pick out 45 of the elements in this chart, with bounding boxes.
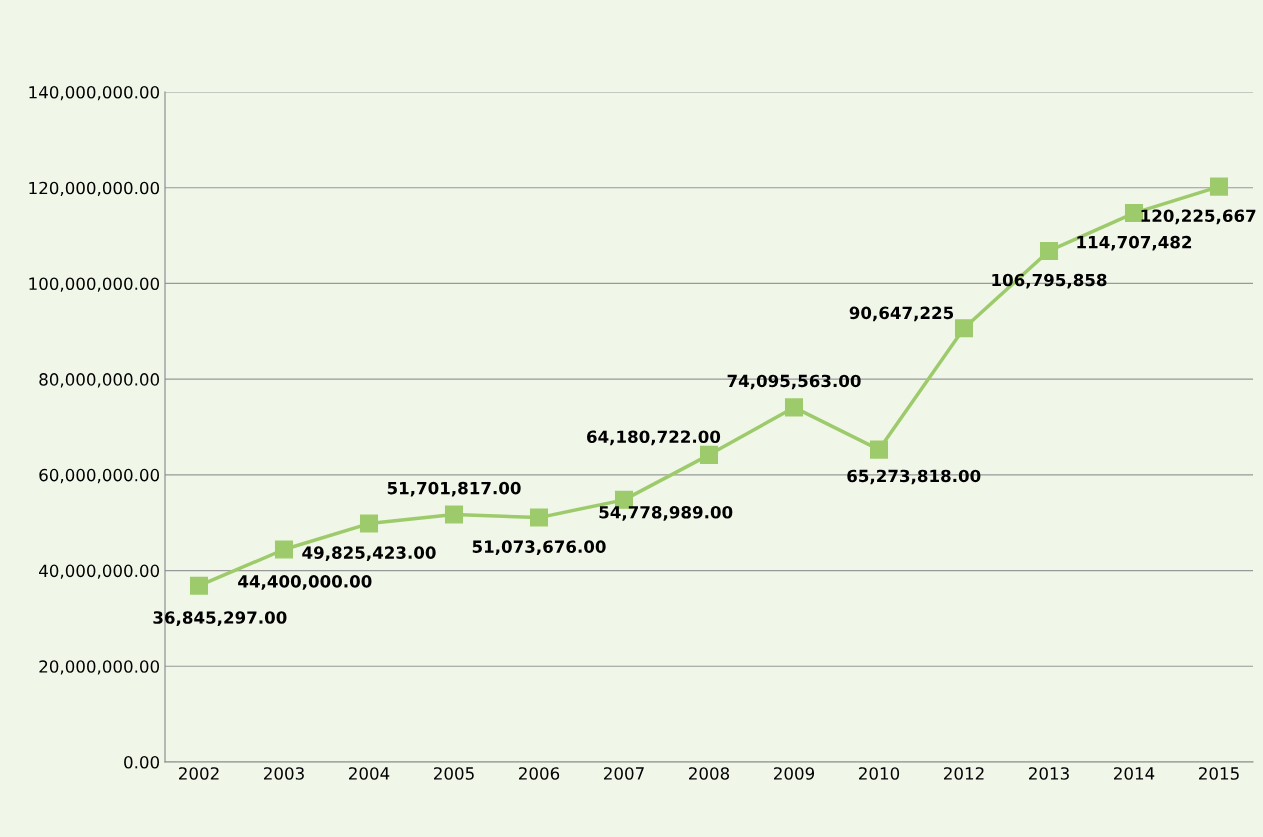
point xyxy=(784,398,804,417)
x-tick-label: 2014 xyxy=(1114,767,1155,780)
x-tick-label: 2003 xyxy=(264,767,304,780)
y-tick-label: 140,000,000.00 xyxy=(29,85,160,101)
data-label: 106,795,858 xyxy=(992,273,1107,289)
x-tick-label: 2012 xyxy=(944,767,984,780)
point xyxy=(869,440,889,459)
point xyxy=(189,576,209,595)
x-tick-label: 2013 xyxy=(1029,767,1069,780)
y-tick-label: 100,000,000.00 xyxy=(29,277,160,292)
data-label: 90,647,225 xyxy=(849,306,954,322)
y-tick-label: 0.00 xyxy=(124,755,160,769)
data-label: 36,845,297.00 xyxy=(153,611,287,626)
x-tick-label: 2008 xyxy=(689,767,730,780)
x-tick-label: 2015 xyxy=(1199,767,1239,780)
data-label: 65,273,818.00 xyxy=(847,469,981,485)
point xyxy=(529,508,549,527)
data-label: 114,707,482 xyxy=(1077,235,1192,251)
data-label: 51,701,817.00 xyxy=(387,481,521,497)
point xyxy=(444,505,464,524)
data-label: 120,225,667 xyxy=(1141,209,1256,225)
y-tick-label: 60,000,000.00 xyxy=(39,468,160,484)
point xyxy=(1209,177,1229,196)
point xyxy=(954,319,974,338)
point xyxy=(359,514,379,533)
x-tick-label: 2006 xyxy=(519,767,560,780)
data-label: 44,400,000.00 xyxy=(238,575,372,590)
data-label: 49,825,423.00 xyxy=(302,546,436,562)
x-tick-label: 2007 xyxy=(604,767,644,780)
y-tick-label: 20,000,000.00 xyxy=(39,660,160,675)
point xyxy=(1039,241,1059,260)
x-tick-label: 2002 xyxy=(179,767,219,780)
point xyxy=(274,540,294,559)
x-tick-label: 2004 xyxy=(349,767,390,780)
x-tick-label: 2005 xyxy=(434,767,474,780)
data-label: 54,778,989.00 xyxy=(599,505,733,521)
x-tick-label: 2010 xyxy=(859,767,900,780)
data-label: 74,095,563.00 xyxy=(727,374,861,390)
y-tick-label: 120,000,000.00 xyxy=(29,181,160,196)
y-tick-label: 80,000,000.00 xyxy=(39,373,160,388)
data-label: 51,073,676.00 xyxy=(472,540,606,556)
x-tick-label: 2009 xyxy=(774,767,815,780)
point xyxy=(699,445,719,464)
y-tick-label: 40,000,000.00 xyxy=(39,564,160,579)
data-label: 64,180,722.00 xyxy=(587,430,721,446)
